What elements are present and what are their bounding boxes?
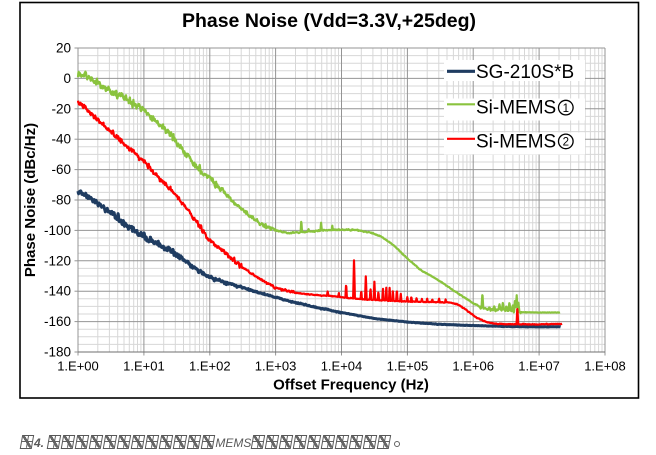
- svg-text:Si-MEMS: Si-MEMS: [476, 131, 556, 152]
- svg-text:1.E+02: 1.E+02: [189, 359, 231, 374]
- svg-text:-60: -60: [51, 162, 71, 177]
- svg-text:1: 1: [563, 103, 569, 115]
- svg-text:2: 2: [563, 137, 569, 149]
- svg-text:1.E+07: 1.E+07: [518, 359, 560, 374]
- svg-text:Phase Noise (dBc/Hz): Phase Noise (dBc/Hz): [22, 123, 39, 277]
- svg-text:-20: -20: [51, 101, 71, 116]
- svg-text:-160: -160: [44, 314, 71, 329]
- svg-text:-180: -180: [44, 345, 71, 360]
- svg-text:Phase Noise (Vdd=3.3V,+25deg): Phase Noise (Vdd=3.3V,+25deg): [182, 10, 476, 32]
- svg-text:1.E+01: 1.E+01: [123, 359, 165, 374]
- svg-text:-80: -80: [51, 193, 71, 208]
- svg-text:1.E+08: 1.E+08: [584, 359, 626, 374]
- svg-text:20: 20: [56, 41, 71, 56]
- svg-text:-40: -40: [51, 132, 71, 147]
- svg-text:SG-210S*B: SG-210S*B: [476, 62, 574, 83]
- svg-text:1.E+05: 1.E+05: [387, 359, 429, 374]
- svg-text:-140: -140: [44, 284, 71, 299]
- svg-text:1.E+06: 1.E+06: [452, 359, 494, 374]
- svg-text:Si-MEMS: Si-MEMS: [476, 98, 556, 119]
- svg-text:-120: -120: [44, 253, 71, 268]
- svg-text:Offset Frequency (Hz): Offset Frequency (Hz): [273, 377, 429, 394]
- svg-text:1.E+04: 1.E+04: [321, 359, 363, 374]
- svg-text:1.E+00: 1.E+00: [57, 359, 99, 374]
- svg-text:1.E+03: 1.E+03: [255, 359, 297, 374]
- svg-text:-100: -100: [44, 223, 71, 238]
- svg-text:0: 0: [63, 71, 71, 86]
